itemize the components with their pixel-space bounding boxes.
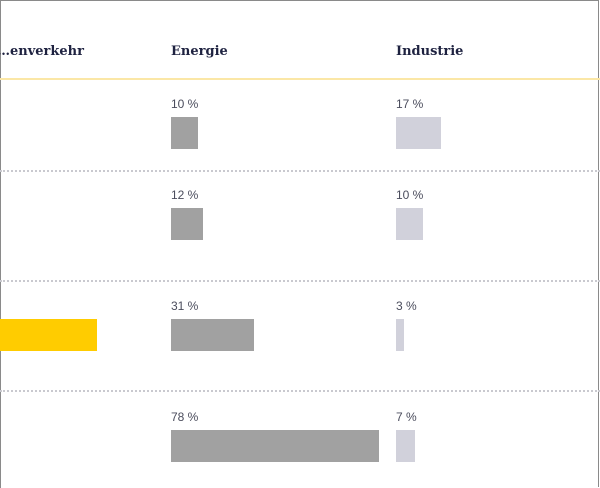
column-header-industrie: Industrie [396,44,464,59]
value-label-3-2: 10 % [396,188,424,202]
value-label-3-3: 3 % [396,299,417,313]
row-divider [0,390,600,392]
header-rule [0,78,600,80]
column-header-verkehr: …enverkehr [0,44,84,59]
bar-3-1 [396,117,441,149]
bar-3-4 [396,430,415,462]
value-label-3-4: 7 % [396,410,417,424]
bar-2-2 [171,208,203,240]
bar-1-3 [0,319,97,351]
value-label-2-3: 31 % [171,299,199,313]
bar-3-3 [396,319,404,351]
column-header-energie: Energie [171,44,228,59]
bar-2-4 [171,430,379,462]
row-divider [0,170,600,172]
row-divider [0,280,600,282]
value-label-2-4: 78 % [171,410,199,424]
bar-2-3 [171,319,254,351]
value-label-3-1: 17 % [396,97,424,111]
frame-left-border [0,0,1,488]
value-label-2-2: 12 % [171,188,199,202]
bar-3-2 [396,208,423,240]
value-label-2-1: 10 % [171,97,199,111]
bar-2-1 [171,117,198,149]
